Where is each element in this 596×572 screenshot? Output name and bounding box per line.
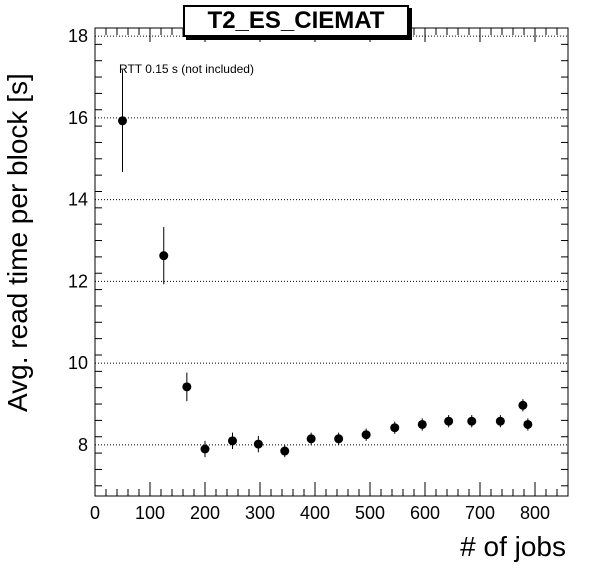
data-point xyxy=(390,423,400,433)
data-point xyxy=(228,436,237,446)
data-point xyxy=(334,434,344,444)
y-axis-label: Avg. read time per block [s] xyxy=(2,73,33,412)
y-tick-label: 10 xyxy=(68,353,88,373)
data-point xyxy=(253,439,263,449)
data-point xyxy=(417,419,427,429)
plot-frame xyxy=(94,27,569,497)
y-tick-label: 12 xyxy=(68,271,88,291)
data-point xyxy=(518,400,528,410)
x-tick-label: 500 xyxy=(355,503,385,523)
x-axis-label: # of jobs xyxy=(460,531,566,562)
axis-ticks xyxy=(94,28,569,496)
x-tick-label: 0 xyxy=(90,503,100,523)
x-tick-label: 400 xyxy=(300,503,330,523)
data-points xyxy=(118,69,533,458)
x-tick-labels: 0 100 200 300 400 500 600 700 800 xyxy=(90,503,550,523)
data-point xyxy=(118,116,127,126)
data-point xyxy=(361,430,371,440)
y-tick-label: 16 xyxy=(68,108,88,128)
x-tick-label: 600 xyxy=(410,503,440,523)
data-point xyxy=(200,444,210,454)
annotation-text: RTT 0.15 s (not included) xyxy=(119,62,254,76)
data-point xyxy=(523,419,533,429)
y-tick-label: 14 xyxy=(68,190,88,210)
y-tick-label: 8 xyxy=(78,435,88,455)
x-tick-label: 800 xyxy=(520,503,550,523)
x-tick-label: 300 xyxy=(245,503,275,523)
y-tick-label: 18 xyxy=(68,26,88,46)
x-tick-label: 700 xyxy=(465,503,495,523)
chart-title: T2_ES_CIEMAT xyxy=(183,5,409,37)
y-tick-labels: 8 10 12 14 16 18 xyxy=(68,26,88,455)
data-point xyxy=(159,251,169,261)
data-point xyxy=(444,416,454,426)
grid-lines xyxy=(95,35,568,446)
data-point xyxy=(495,416,505,426)
x-tick-label: 200 xyxy=(190,503,220,523)
data-point xyxy=(280,446,290,456)
data-point xyxy=(467,416,477,426)
data-point xyxy=(182,382,192,392)
data-point xyxy=(306,434,316,444)
x-tick-label: 100 xyxy=(135,503,165,523)
